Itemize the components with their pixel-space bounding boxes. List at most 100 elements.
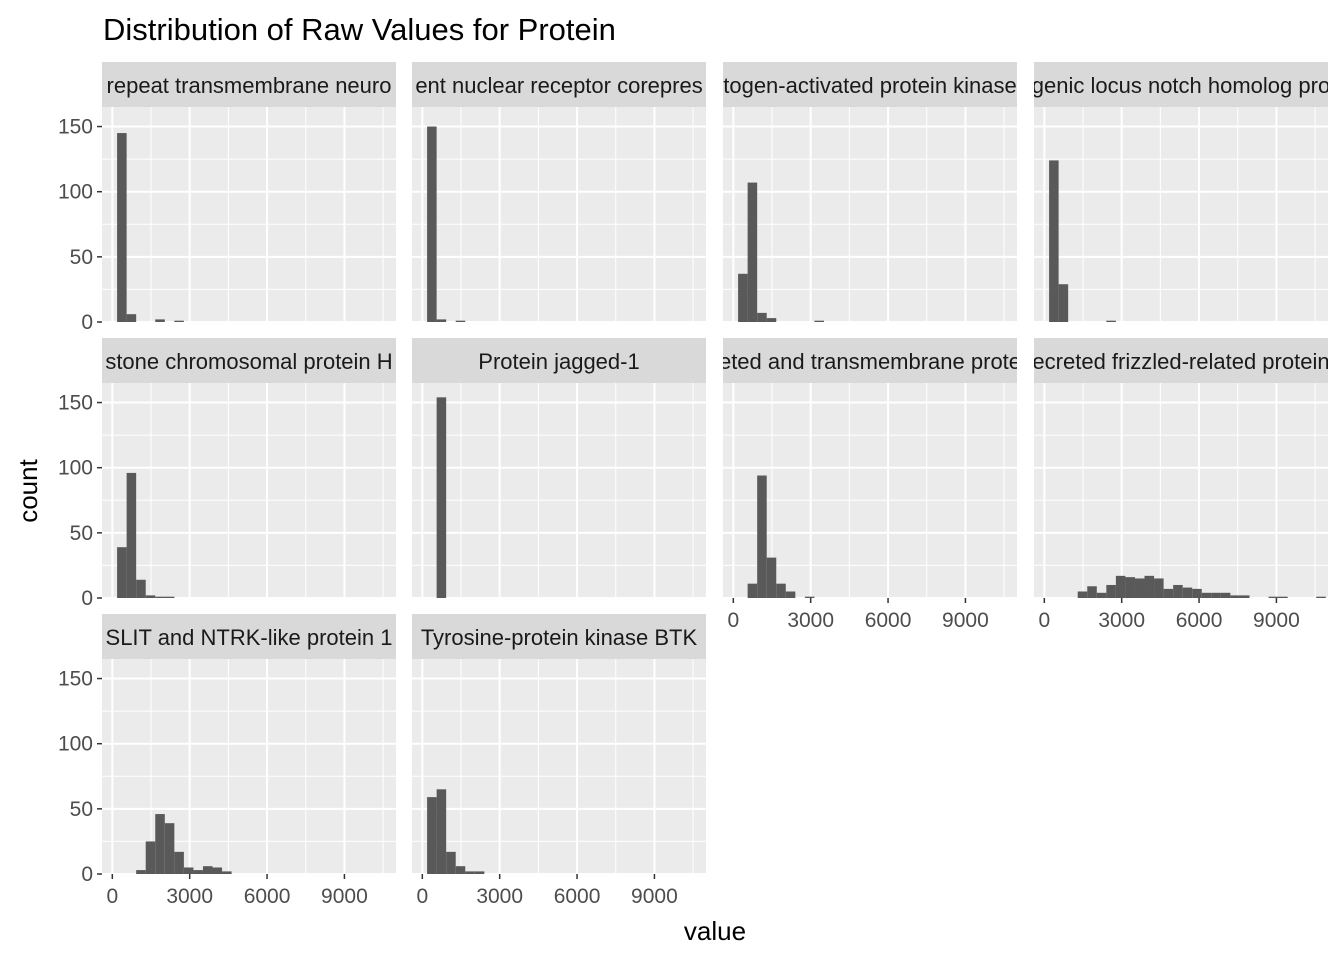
histogram-bar: [1278, 596, 1288, 598]
facet-strip-label: stone chromosomal protein H: [105, 349, 392, 374]
facet-strip-label: Tyrosine-protein kinase BTK: [421, 625, 698, 650]
x-tick-label: 6000: [244, 885, 291, 908]
histogram-bar: [183, 867, 194, 874]
histogram-bar: [1077, 591, 1088, 598]
histogram-bar: [126, 472, 137, 598]
histogram-bar: [455, 320, 466, 322]
histogram-bar: [1173, 584, 1183, 598]
histogram-bar: [1201, 592, 1212, 598]
facet-strip-label: togen-activated protein kinase: [723, 73, 1017, 98]
histogram-bar: [766, 318, 777, 322]
facet-strip-label: repeat transmembrane neuro: [107, 73, 392, 98]
x-tick-label: 6000: [1176, 609, 1223, 632]
y-tick-label: 150: [58, 392, 93, 415]
histogram-bar: [1182, 587, 1193, 598]
histogram-bar: [766, 557, 777, 598]
histogram-bar: [738, 273, 748, 322]
histogram-bar: [1115, 575, 1126, 598]
facet-strip: [723, 338, 1017, 383]
histogram-bar: [164, 823, 175, 874]
histogram-bar: [757, 312, 767, 322]
facet-strip-label: genic locus notch homolog pro: [1032, 73, 1330, 98]
histogram-bar: [814, 320, 824, 322]
histogram-bar: [1268, 596, 1279, 598]
x-axis-label: value: [684, 916, 746, 946]
x-tick-label: 3000: [166, 885, 213, 908]
histogram-bar: [1316, 596, 1326, 598]
histogram-bar: [174, 851, 184, 874]
facet-panel: eted and transmembrane prote 0 3000 6000 900…: [719, 338, 1021, 632]
x-tick-label: 0: [727, 609, 739, 632]
x-tick-label: 0: [106, 885, 118, 908]
x-tick-label: 9000: [631, 885, 678, 908]
x-tick-label: 3000: [787, 609, 834, 632]
y-tick-label: 0: [81, 311, 93, 334]
histogram-bar: [1106, 320, 1116, 322]
facet-strip: [102, 338, 396, 383]
histogram-bar: [136, 579, 146, 598]
histogram-bar: [1058, 284, 1069, 322]
histogram-bar: [145, 841, 156, 874]
histogram-bar: [155, 814, 165, 874]
facet-panel: ent nuclear receptor corepres: [412, 62, 706, 323]
facet-panel: Protein jagged-1: [412, 338, 706, 599]
histogram-bar: [747, 583, 758, 598]
histogram-bar: [1154, 578, 1164, 598]
y-tick-label: 0: [81, 587, 93, 610]
histogram-bar: [155, 596, 165, 598]
facet-strip: [102, 62, 396, 107]
histogram-bar: [757, 475, 767, 598]
histogram-bar: [1239, 595, 1250, 598]
facet-panels: repeat transmembrane neuro 0 50 100 150 ent n…: [58, 62, 1330, 908]
histogram-bar: [126, 314, 137, 322]
y-axis-label: count: [13, 458, 43, 522]
histogram-bar: [155, 319, 165, 322]
histogram-bar: [1230, 595, 1240, 598]
x-tick-label: 6000: [554, 885, 601, 908]
x-tick-label: 9000: [1253, 609, 1300, 632]
facet-panel: genic locus notch homolog pro: [1032, 62, 1330, 323]
histogram-bar: [1096, 592, 1107, 598]
y-tick-label: 100: [58, 457, 93, 480]
x-tick-label: 6000: [865, 609, 912, 632]
facet-strip: [412, 338, 706, 383]
facet-panel: Tyrosine-protein kinase BTK 0 3000 6000 9000: [412, 614, 706, 908]
y-tick-label: 150: [58, 116, 93, 139]
histogram-bar: [1144, 575, 1155, 598]
histogram-bar: [436, 789, 447, 874]
histogram-bar: [1220, 592, 1231, 598]
histogram-bar: [427, 797, 437, 874]
histogram-bar: [202, 866, 213, 874]
histogram-bar: [427, 126, 437, 322]
histogram-bar: [804, 596, 815, 598]
histogram-bar: [212, 867, 223, 874]
histogram-bar: [193, 870, 203, 874]
x-tick-label: 9000: [942, 609, 989, 632]
histogram-bar: [1106, 584, 1116, 598]
histogram-bar: [455, 866, 466, 874]
y-tick-label: 100: [58, 733, 93, 756]
facet-strip-label: SLIT and NTRK-like protein 1: [106, 625, 393, 650]
chart-title: Distribution of Raw Values for Protein: [103, 12, 616, 47]
x-tick-label: 3000: [476, 885, 523, 908]
facet-strip-label: ent nuclear receptor corepres: [415, 73, 702, 98]
histogram-bar: [446, 851, 456, 874]
histogram-bar: [776, 583, 786, 598]
y-tick-label: 0: [81, 863, 93, 886]
facet-strip: [1034, 62, 1328, 107]
histogram-bar: [1211, 592, 1221, 598]
x-tick-label: 0: [416, 885, 428, 908]
histogram-bar: [1049, 160, 1059, 322]
histogram-bar: [1134, 578, 1145, 598]
y-tick-label: 50: [70, 798, 93, 821]
x-tick-label: 9000: [321, 885, 368, 908]
facet-strip-label: eted and transmembrane prote: [719, 349, 1021, 374]
histogram-bar: [145, 595, 156, 598]
x-tick-label: 3000: [1098, 609, 1145, 632]
y-tick-label: 150: [58, 668, 93, 691]
histogram-bar: [785, 591, 796, 598]
histogram-bar: [117, 133, 127, 322]
y-tick-label: 100: [58, 181, 93, 204]
histogram-bar: [1087, 586, 1097, 598]
